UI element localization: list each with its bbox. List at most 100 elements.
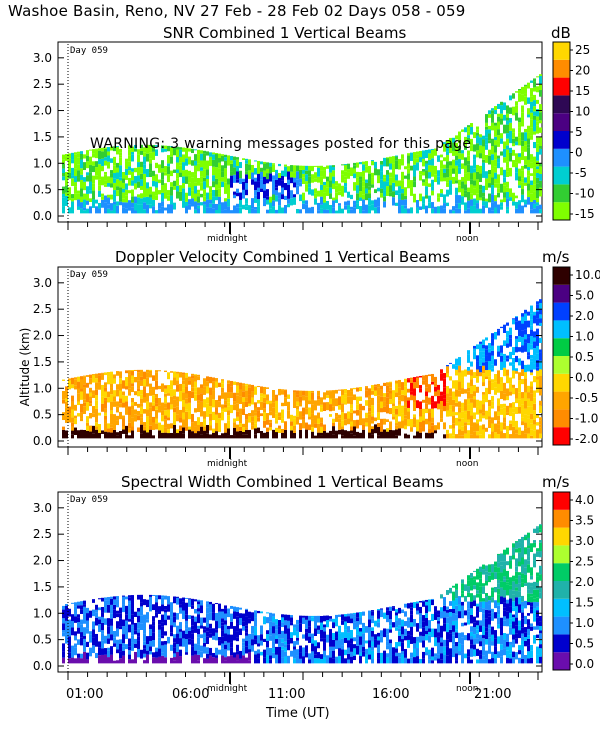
doppler-cell — [509, 423, 512, 431]
snr-cell — [71, 194, 74, 199]
doppler-cell — [278, 412, 281, 417]
width-cell — [206, 613, 209, 623]
width-cell — [92, 599, 95, 603]
snr-cell — [209, 203, 212, 208]
snr-colorbar-frame — [552, 41, 571, 221]
doppler-cell — [290, 430, 293, 439]
width-cell — [278, 634, 281, 639]
snr-cell — [503, 102, 506, 111]
doppler-cell — [320, 426, 323, 433]
doppler-cell — [173, 433, 176, 439]
width-cell — [530, 586, 533, 594]
width-cell — [503, 620, 506, 627]
snr-cell — [230, 183, 233, 188]
snr-cell — [347, 205, 350, 210]
width-cell — [491, 626, 494, 635]
doppler-cell — [455, 412, 458, 416]
width-cell — [344, 621, 347, 630]
doppler-cell — [299, 429, 302, 439]
width-cell — [62, 651, 65, 658]
snr-cell — [524, 93, 527, 97]
doppler-cell — [536, 370, 539, 377]
snr-cell — [275, 195, 278, 202]
snr-cell — [257, 199, 260, 207]
width-cell — [236, 644, 239, 652]
snr-cell — [449, 180, 452, 188]
width-cell — [191, 625, 194, 630]
doppler-cell — [461, 418, 464, 427]
snr-cell — [392, 191, 395, 198]
snr-cell — [479, 173, 482, 183]
snr-cell — [422, 150, 425, 152]
width-cell — [77, 627, 80, 634]
snr-cell — [191, 160, 194, 166]
snr-cell — [107, 161, 110, 169]
snr-cell — [167, 190, 170, 196]
doppler-cell — [467, 367, 470, 371]
snr-cell — [233, 167, 236, 175]
doppler-cell — [398, 413, 401, 417]
doppler-cell — [533, 410, 536, 416]
doppler-cell — [461, 377, 464, 384]
width-cell — [299, 615, 302, 624]
doppler-cell — [527, 320, 530, 328]
width-cell — [443, 611, 446, 618]
doppler-cell — [215, 378, 218, 382]
snr-cell — [308, 165, 311, 167]
width-cell — [245, 640, 248, 647]
width-cell — [527, 602, 530, 606]
doppler-cell — [128, 382, 131, 389]
width-cell — [455, 589, 458, 599]
snr-cell — [404, 175, 407, 179]
snr-cell — [212, 166, 215, 176]
width-cell — [407, 634, 410, 640]
snr-cell — [353, 200, 356, 205]
width-cell — [494, 612, 497, 619]
snr-cell — [143, 182, 146, 191]
width-cell — [293, 649, 296, 659]
snr-cell — [128, 149, 131, 156]
doppler-cell — [524, 329, 527, 335]
doppler-cell — [365, 400, 368, 406]
snr-cell — [527, 138, 530, 145]
width-cell — [71, 657, 74, 664]
width-cell — [320, 622, 323, 630]
snr-cell — [164, 145, 167, 149]
width-cell — [407, 630, 410, 635]
doppler-cell — [452, 364, 455, 369]
snr-cell — [86, 150, 89, 156]
width-cell — [503, 610, 506, 617]
doppler-cell — [491, 405, 494, 409]
midnight-label-snr: midnight — [207, 234, 248, 244]
width-cell — [80, 619, 83, 625]
doppler-cell — [131, 405, 134, 410]
snr-cell — [416, 158, 419, 163]
width-cell — [224, 641, 227, 645]
width-cell — [440, 611, 443, 619]
snr-cell — [287, 203, 290, 208]
width-cell — [107, 647, 110, 651]
width-cell — [485, 601, 488, 610]
doppler-cell — [173, 420, 176, 425]
snr-cell — [506, 133, 509, 139]
width-cell — [497, 624, 500, 629]
width-cell — [125, 644, 128, 650]
time-tick-0100: 01:00 — [66, 687, 104, 702]
doppler-cell — [314, 415, 317, 424]
doppler-cell — [146, 401, 149, 407]
snr-cell — [467, 160, 470, 165]
snr-unit: dB — [551, 24, 571, 42]
snr-cell — [494, 110, 497, 115]
width-cell — [512, 634, 515, 640]
width-cell — [533, 542, 536, 548]
width-cell — [515, 571, 518, 579]
doppler-cell — [176, 414, 179, 422]
width-cell — [116, 621, 119, 629]
doppler-cell — [455, 389, 458, 397]
width-cell — [230, 642, 233, 648]
doppler-cell — [350, 396, 353, 405]
doppler-cell — [461, 435, 464, 439]
snr-cell — [530, 191, 533, 194]
snr-cell — [95, 199, 98, 204]
snr-cell — [92, 165, 95, 173]
